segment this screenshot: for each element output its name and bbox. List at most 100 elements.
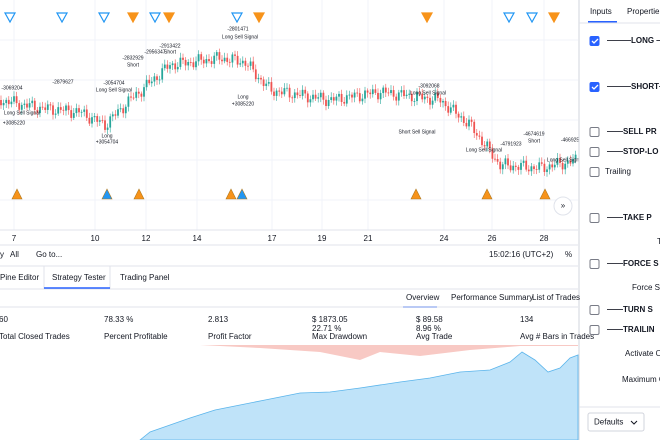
stat-value: 134 bbox=[520, 315, 534, 324]
candle-body bbox=[93, 116, 96, 118]
candle-body bbox=[2, 102, 5, 106]
defaults-select[interactable] bbox=[587, 412, 645, 432]
chart-annotation: -3069204 bbox=[1, 85, 22, 91]
chart-annotation: +3054704 bbox=[96, 139, 119, 145]
candle-body bbox=[473, 121, 476, 134]
candle-body bbox=[195, 61, 197, 68]
sell-marker bbox=[97, 12, 111, 24]
candle-body bbox=[119, 108, 122, 110]
chart-annotation: -2832929 bbox=[122, 55, 143, 61]
sell-marker bbox=[547, 12, 561, 24]
scroll-button[interactable]: » bbox=[553, 196, 573, 216]
stat-label: Percent Profitable bbox=[104, 332, 168, 341]
report-tab[interactable]: Performance Summary bbox=[451, 293, 533, 302]
checkbox[interactable] bbox=[589, 325, 600, 335]
candle-body bbox=[283, 88, 286, 95]
candle-body bbox=[137, 91, 140, 94]
range-button[interactable]: All bbox=[10, 250, 19, 259]
candle-body bbox=[353, 92, 356, 98]
candle-body bbox=[213, 55, 216, 64]
candle-body bbox=[96, 116, 99, 122]
candle-body bbox=[262, 79, 265, 87]
candle-body bbox=[174, 63, 177, 70]
stat-label: Max Drawdown bbox=[312, 332, 367, 341]
report-tab[interactable]: List of Trades bbox=[532, 293, 580, 302]
candle-body bbox=[431, 100, 434, 105]
checkbox[interactable] bbox=[589, 36, 600, 46]
bottom-tab[interactable]: Strategy Tester bbox=[52, 273, 106, 282]
stat-label: Avg Trade bbox=[416, 332, 453, 341]
candle-body bbox=[494, 158, 496, 160]
candle-body bbox=[512, 165, 515, 171]
checkbox[interactable] bbox=[589, 82, 600, 92]
candle-body bbox=[288, 87, 291, 98]
buy-marker bbox=[101, 188, 113, 200]
candle-body bbox=[218, 52, 221, 60]
candle-body bbox=[52, 105, 54, 115]
candle-body bbox=[5, 99, 8, 103]
checkbox[interactable] bbox=[589, 213, 600, 223]
checkbox[interactable] bbox=[589, 127, 600, 137]
bottom-tab[interactable]: Trading Panel bbox=[120, 273, 170, 282]
bottom-tab[interactable]: Pine Editor bbox=[0, 273, 39, 282]
candle-body bbox=[205, 59, 208, 64]
sell-marker bbox=[420, 12, 434, 24]
candle-body bbox=[434, 93, 437, 101]
candle-body bbox=[387, 92, 390, 94]
candle-body bbox=[379, 93, 382, 100]
buy-marker bbox=[481, 188, 493, 200]
candle-body bbox=[299, 95, 301, 96]
candle-body bbox=[202, 59, 205, 64]
settings-tab[interactable]: Inputs bbox=[590, 7, 612, 16]
candle-body bbox=[486, 141, 489, 147]
chart-annotation: Long Sell Signal bbox=[4, 110, 40, 116]
buy-marker bbox=[225, 188, 237, 200]
candle-body bbox=[75, 108, 78, 114]
candle-body bbox=[182, 57, 184, 60]
checkbox[interactable] bbox=[589, 167, 600, 177]
buy-marker bbox=[11, 188, 23, 200]
candle-body bbox=[70, 110, 73, 118]
buy-marker bbox=[539, 188, 551, 200]
report-tab[interactable]: Overview bbox=[406, 293, 440, 302]
stat-label: Avg # Bars in Trades bbox=[520, 332, 594, 341]
candle-body bbox=[423, 96, 426, 100]
checkbox[interactable] bbox=[589, 259, 600, 269]
candle-body bbox=[301, 89, 304, 96]
candle-body bbox=[317, 97, 320, 99]
candle-body bbox=[514, 165, 517, 167]
candle-body bbox=[28, 103, 31, 108]
stat-sub: 22.71 % bbox=[312, 324, 341, 333]
candle-body bbox=[26, 103, 28, 108]
settings-tab[interactable]: Propertie bbox=[627, 7, 660, 16]
percent-toggle[interactable]: % bbox=[565, 250, 572, 259]
candle-body bbox=[348, 94, 351, 96]
candle-body bbox=[67, 105, 70, 111]
candle-body bbox=[122, 108, 125, 114]
candle-body bbox=[540, 162, 543, 164]
chart-annotation: -2956347 bbox=[144, 49, 165, 55]
checkbox[interactable] bbox=[589, 147, 600, 157]
candle-body bbox=[452, 104, 455, 108]
candle-body bbox=[41, 106, 44, 108]
candle-body bbox=[574, 154, 577, 159]
goto-button[interactable]: Go to... bbox=[36, 250, 62, 259]
chart-annotation: +3085220 bbox=[232, 101, 255, 107]
candle-body bbox=[291, 97, 294, 99]
candle-body bbox=[184, 59, 187, 66]
range-button[interactable]: y bbox=[0, 250, 4, 259]
ui-texts: 7 10 12 14 17 19 21 24 26 28 y All Go to... 15:02:16 … bbox=[0, 7, 660, 384]
buy-marker bbox=[410, 188, 422, 200]
candle-body bbox=[483, 145, 486, 147]
sell-marker bbox=[148, 12, 162, 24]
chart-annotation: Long Sell Signal bbox=[466, 147, 502, 153]
sell-marker bbox=[252, 12, 266, 24]
candle-body bbox=[18, 103, 21, 110]
candle-body bbox=[293, 92, 296, 99]
checkbox[interactable] bbox=[589, 305, 600, 315]
defaults-label: Defaults bbox=[594, 418, 623, 427]
candle-body bbox=[556, 157, 559, 165]
candle-body bbox=[192, 62, 195, 68]
candle-body bbox=[548, 164, 551, 170]
